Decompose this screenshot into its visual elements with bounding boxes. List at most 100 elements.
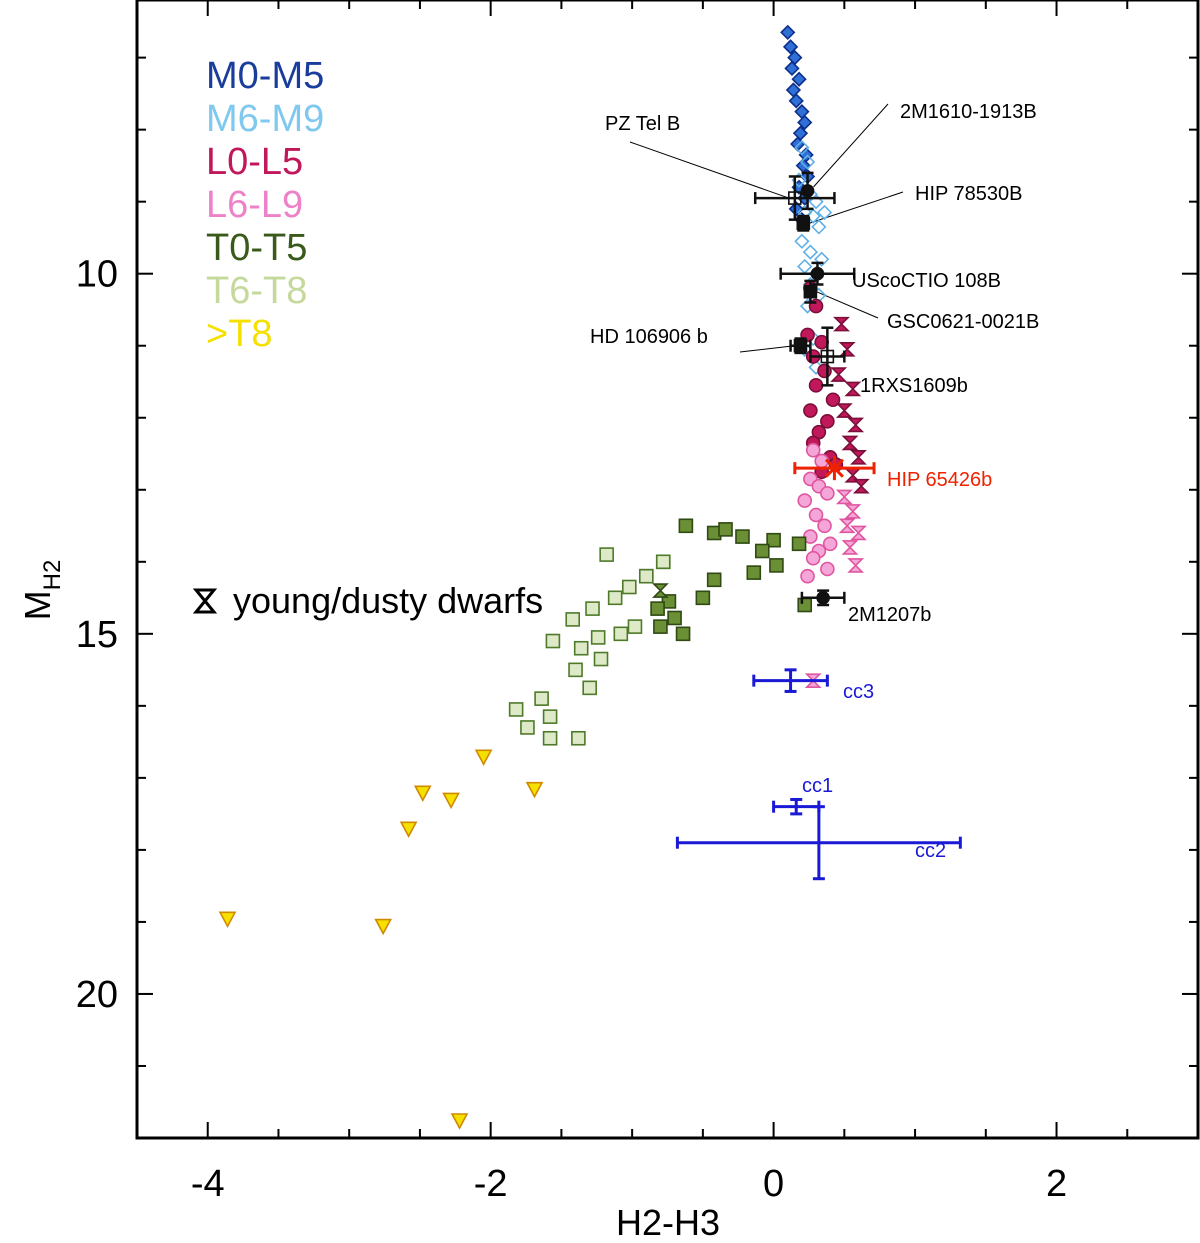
y-tick-labels: 10 15 20 [76, 254, 118, 1016]
data-point [573, 640, 589, 656]
data-point [627, 619, 643, 634]
legend-entry: T0-T5 [206, 227, 307, 269]
data-point [791, 71, 807, 87]
data-point [816, 204, 833, 221]
data-point [797, 597, 813, 613]
data-point [850, 450, 867, 465]
data-point [805, 208, 821, 224]
data-point [754, 543, 770, 559]
data-point [791, 536, 807, 552]
hourglass-icon [192, 588, 218, 614]
data-point [746, 565, 762, 580]
companion-label: UScoCTIO 108B [852, 270, 1001, 292]
data-point [542, 709, 558, 724]
data-point [622, 579, 637, 595]
companion-label: 2M1610-1913B [900, 101, 1037, 123]
data-point [695, 590, 711, 606]
leader-line [813, 103, 889, 188]
y-axis-label-main: M [17, 590, 58, 620]
data-point [803, 403, 818, 418]
data-point [788, 191, 802, 205]
data-point [841, 540, 859, 555]
legend-entry: M6-M9 [206, 98, 324, 140]
data-point [374, 918, 392, 936]
legend-entry: M0-M5 [206, 55, 324, 97]
companion-label: PZ Tel B [605, 113, 680, 135]
data-point [766, 532, 781, 548]
x-axis-label: H2-H3 [616, 1202, 720, 1243]
leader-line [816, 291, 879, 319]
data-point [820, 486, 835, 501]
data-point [820, 349, 835, 364]
leader-line [629, 141, 789, 199]
data-point [805, 442, 821, 458]
data-point [794, 233, 810, 249]
data-point [534, 691, 549, 706]
leader-lines [629, 103, 904, 353]
y-tick-label: 15 [76, 614, 118, 656]
legend-entry: T6-T8 [206, 270, 307, 312]
data-point [545, 633, 561, 649]
data-point [675, 626, 691, 642]
x-tick-label: -4 [191, 1163, 225, 1205]
data-point [804, 673, 822, 688]
data-point [852, 478, 870, 494]
data-point [399, 821, 418, 838]
leader-line [739, 345, 795, 353]
data-point [816, 591, 830, 605]
data-point [599, 547, 614, 562]
plot-frame [135, 0, 1200, 1140]
data-point [838, 518, 856, 534]
x-tick-label: -2 [474, 1163, 508, 1205]
data-point [844, 381, 862, 397]
data-point [817, 518, 832, 534]
data-point [651, 583, 669, 598]
data-point [706, 572, 722, 588]
companion-markers [675, 171, 962, 881]
y-tick-label: 10 [76, 254, 118, 296]
data-point [678, 518, 694, 534]
data-point [525, 781, 544, 799]
data-point [590, 630, 606, 645]
data-point [850, 525, 867, 541]
data-point [585, 601, 600, 616]
data-point [571, 730, 586, 746]
data-point [835, 403, 853, 418]
companion-label: GSC0621-0021B [887, 311, 1039, 333]
data-point [820, 414, 835, 429]
data-point [814, 251, 830, 267]
young-legend-label: young/dusty dwarfs [233, 580, 543, 621]
data-point [822, 536, 838, 552]
data-point [653, 619, 668, 634]
data-point [413, 785, 432, 802]
data-point [793, 338, 808, 353]
data-point [788, 93, 804, 109]
data-point [841, 435, 859, 451]
companion-labels: PZ Tel B 2M1610-1913B HIP 78530B UScoCTIO 1… [590, 101, 1039, 862]
data-point [782, 39, 799, 55]
companion-label: HD 106906 b [590, 326, 708, 348]
data-point [797, 493, 813, 508]
data-point [474, 749, 493, 766]
data-point [808, 194, 824, 210]
data-point [784, 60, 800, 77]
companion-label: cc3 [843, 681, 874, 703]
data-point [735, 529, 750, 544]
legend-entry: L0-L5 [206, 141, 303, 183]
companion-label: HIP 78530B [915, 183, 1023, 205]
data-point [650, 601, 665, 616]
x-tick-label: 0 [763, 1163, 784, 1205]
data-point [847, 558, 865, 573]
y-tick-label: 20 [76, 974, 118, 1016]
x-tick-label: 2 [1046, 1163, 1067, 1205]
data-point [825, 392, 841, 408]
data-point [450, 1113, 469, 1130]
y-axis-label: MH2 [17, 560, 66, 621]
y-axis-label-sub: H2 [39, 560, 66, 591]
data-point [797, 114, 813, 131]
legend-entry: L6-L9 [206, 184, 303, 226]
data-point [780, 24, 796, 41]
data-point [817, 363, 832, 379]
